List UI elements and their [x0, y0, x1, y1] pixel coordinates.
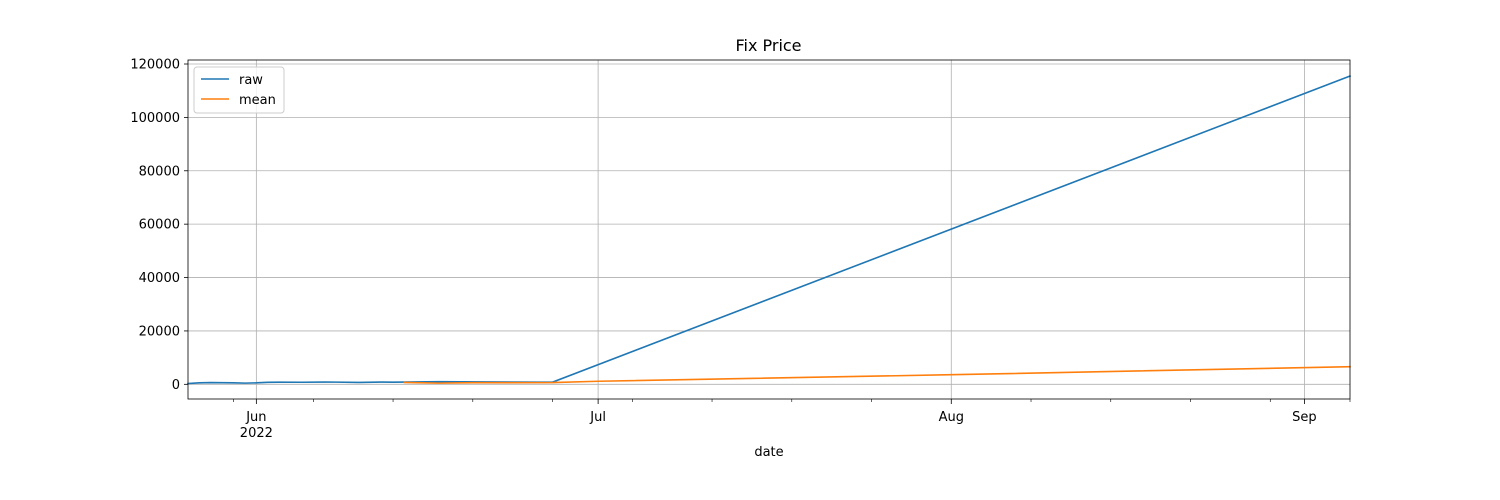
chart-title: Fix Price: [735, 36, 801, 55]
series-layer: [187, 74, 1352, 385]
x-tick-label: Aug: [939, 410, 964, 425]
y-tick-label: 80000: [139, 164, 180, 179]
x-tick-label: Sep: [1292, 410, 1317, 425]
y-tick-label: 20000: [139, 324, 180, 339]
grid: [188, 60, 1350, 399]
y-tick-label: 100000: [130, 111, 180, 126]
y-tick-label: 60000: [139, 218, 180, 233]
x-axis-label: date: [754, 445, 783, 460]
x-tick-sublabel: 2022: [240, 426, 273, 441]
plot-frame: [187, 59, 1351, 400]
series-line-mean: [403, 365, 1351, 384]
x-tick-label: Jul: [589, 410, 606, 425]
y-axis: 0 20000 40000 60000 80000 100000 120000: [130, 58, 188, 393]
y-tick-label: 0: [172, 378, 180, 393]
y-tick-label: 120000: [130, 58, 180, 73]
series-line-raw: [187, 74, 1352, 385]
legend: raw mean: [193, 66, 285, 114]
y-tick-label: 40000: [139, 271, 180, 286]
legend-label-mean: mean: [239, 93, 276, 108]
x-tick-label: Jun: [245, 410, 266, 425]
legend-label-raw: raw: [239, 73, 263, 88]
